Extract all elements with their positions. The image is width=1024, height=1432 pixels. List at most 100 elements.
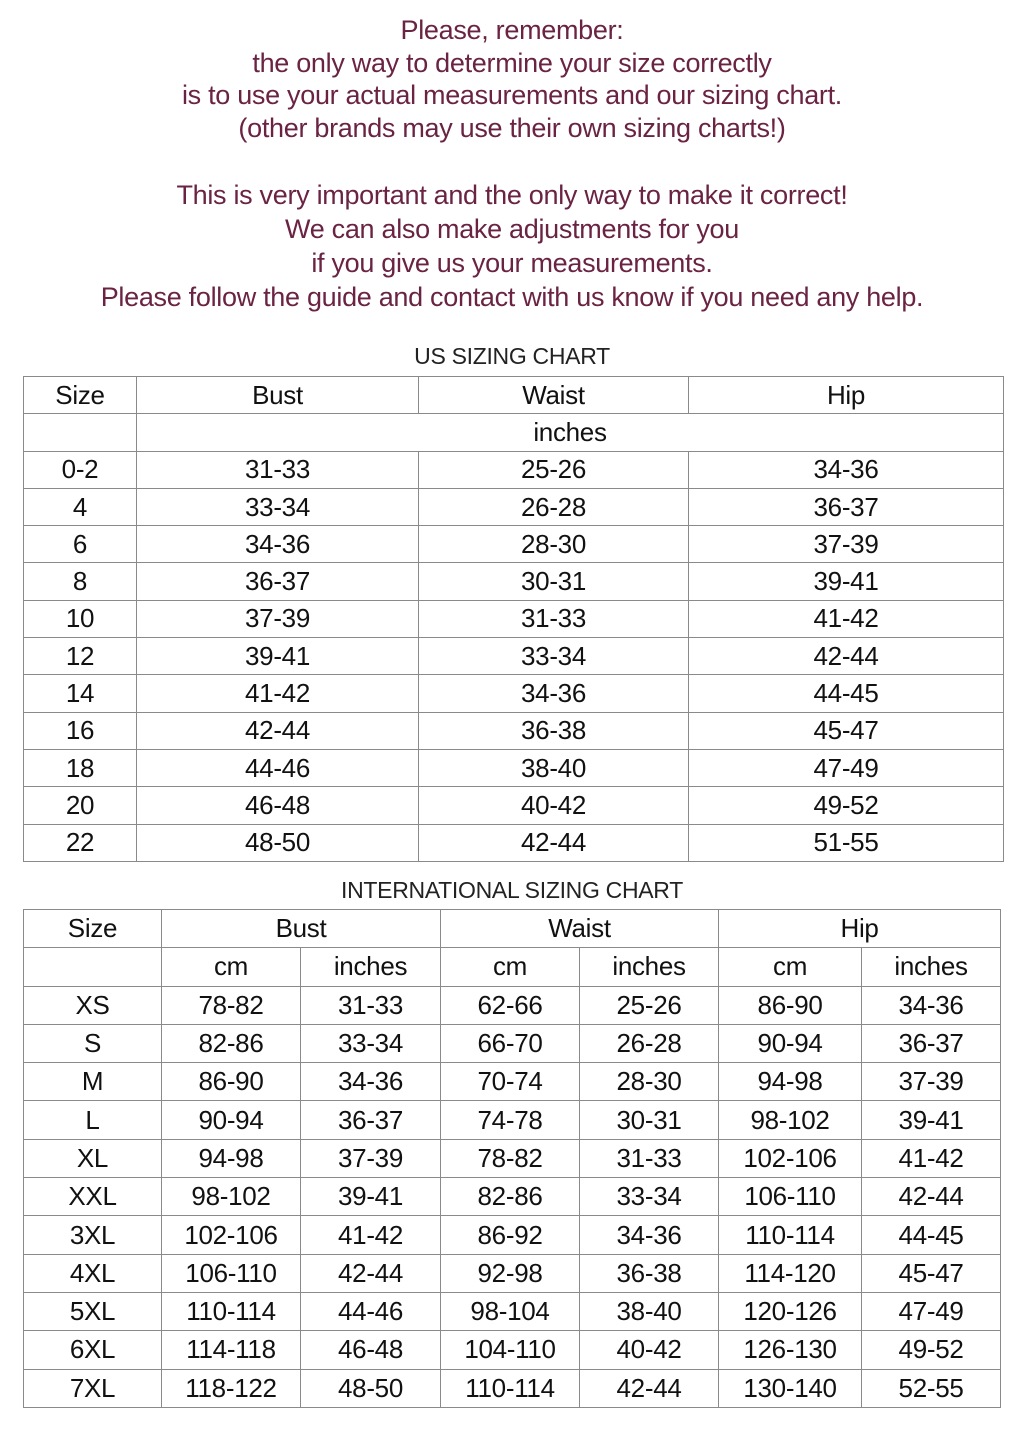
table-row: XS 78-82 31-33 62-66 25-26 86-90 34-36 bbox=[23, 985, 1002, 1025]
table-row: 20 46-48 40-42 49-52 bbox=[23, 786, 1004, 825]
measurement-cell: 92-98 bbox=[440, 1253, 581, 1293]
measurement-cell: 47-49 bbox=[861, 1291, 1002, 1332]
size-cell: 14 bbox=[23, 674, 137, 713]
measurement-cell: 98-102 bbox=[718, 1100, 863, 1140]
size-cell: 16 bbox=[23, 711, 137, 750]
measurement-cell: 41-42 bbox=[136, 674, 419, 713]
intro-text: Please, remember: the only way to determ… bbox=[0, 14, 1024, 314]
measurement-cell: 33-34 bbox=[579, 1177, 720, 1217]
measurement-cell: 102-106 bbox=[161, 1215, 301, 1255]
measurement-cell: 62-66 bbox=[440, 985, 581, 1025]
measurement-cell: 106-110 bbox=[718, 1177, 863, 1217]
table-row: S 82-86 33-34 66-70 26-28 90-94 36-37 bbox=[23, 1023, 1002, 1064]
measurement-cell: 98-102 bbox=[161, 1177, 301, 1217]
measurement-cell: 34-36 bbox=[299, 1062, 442, 1102]
table-row: 12 39-41 33-34 42-44 bbox=[23, 637, 1004, 676]
measurement-cell: 34-36 bbox=[136, 525, 419, 564]
measurement-cell: 40-42 bbox=[418, 786, 689, 825]
table-row: 0-2 31-33 25-26 34-36 bbox=[23, 450, 1004, 489]
size-cell: 0-2 bbox=[23, 450, 137, 489]
measurement-cell: 98-104 bbox=[440, 1291, 581, 1332]
measurement-cell: 41-42 bbox=[861, 1138, 1002, 1179]
intro-line: if you give us your measurements. bbox=[311, 248, 713, 278]
unit-label: inches bbox=[299, 947, 442, 987]
measurement-cell: 39-41 bbox=[861, 1100, 1002, 1140]
measurement-cell: 45-47 bbox=[861, 1253, 1002, 1293]
size-cell: XXL bbox=[23, 1177, 162, 1217]
empty-cell bbox=[23, 947, 162, 987]
table-row: 5XL 110-114 44-46 98-104 38-40 120-126 47-49 bbox=[23, 1291, 1002, 1332]
intro-line: is to use your actual measurements and o… bbox=[181, 80, 843, 110]
size-cell: 5XL bbox=[23, 1291, 162, 1332]
measurement-cell: 40-42 bbox=[579, 1330, 720, 1370]
table-row: 10 37-39 31-33 41-42 bbox=[23, 599, 1004, 639]
measurement-cell: 118-122 bbox=[161, 1368, 301, 1408]
measurement-cell: 31-33 bbox=[299, 985, 442, 1025]
measurement-cell: 94-98 bbox=[718, 1062, 863, 1102]
measurement-cell: 86-92 bbox=[440, 1215, 581, 1255]
measurement-cell: 114-118 bbox=[161, 1330, 301, 1370]
measurement-cell: 48-50 bbox=[299, 1368, 442, 1408]
size-cell: 18 bbox=[23, 748, 137, 788]
size-cell: 6 bbox=[23, 525, 137, 564]
measurement-cell: 34-36 bbox=[861, 985, 1002, 1025]
size-cell: 7XL bbox=[23, 1368, 162, 1408]
paragraph-gap bbox=[0, 144, 1024, 178]
intro-line: Please, remember: bbox=[400, 15, 624, 45]
measurement-cell: 42-44 bbox=[299, 1253, 442, 1293]
table-row: 4XL 106-110 42-44 92-98 36-38 114-120 45-47 bbox=[23, 1253, 1002, 1293]
measurement-cell: 44-45 bbox=[861, 1215, 1002, 1255]
measurement-cell: 82-86 bbox=[440, 1177, 581, 1217]
measurement-cell: 46-48 bbox=[299, 1330, 442, 1370]
size-cell: 10 bbox=[23, 599, 137, 639]
measurement-cell: 90-94 bbox=[718, 1023, 863, 1064]
measurement-cell: 37-39 bbox=[299, 1138, 442, 1179]
unit-label: inches bbox=[136, 413, 1004, 452]
measurement-cell: 30-31 bbox=[418, 562, 689, 601]
measurement-cell: 49-52 bbox=[861, 1330, 1002, 1370]
intro-line: We can also make adjustments for you bbox=[285, 214, 739, 244]
measurement-cell: 46-48 bbox=[136, 786, 419, 825]
column-header: Waist bbox=[418, 375, 689, 415]
measurement-cell: 36-37 bbox=[136, 562, 419, 601]
size-cell: L bbox=[23, 1100, 162, 1140]
unit-label: inches bbox=[861, 947, 1002, 987]
table-row: XXL 98-102 39-41 82-86 33-34 106-110 42-44 bbox=[23, 1177, 1002, 1217]
measurement-cell: 86-90 bbox=[718, 985, 863, 1025]
measurement-cell: 74-78 bbox=[440, 1100, 581, 1140]
measurement-cell: 52-55 bbox=[861, 1368, 1002, 1408]
measurement-cell: 41-42 bbox=[688, 599, 1004, 639]
size-cell: 12 bbox=[23, 637, 137, 676]
measurement-cell: 39-41 bbox=[299, 1177, 442, 1217]
unit-label: inches bbox=[579, 947, 720, 987]
measurement-cell: 110-114 bbox=[718, 1215, 863, 1255]
measurement-cell: 70-74 bbox=[440, 1062, 581, 1102]
measurement-cell: 94-98 bbox=[161, 1138, 301, 1179]
measurement-cell: 110-114 bbox=[161, 1291, 301, 1332]
size-cell: 4XL bbox=[23, 1253, 162, 1293]
unit-row: cm inches cm inches cm inches bbox=[23, 947, 1002, 987]
measurement-cell: 47-49 bbox=[688, 748, 1004, 788]
measurement-cell: 86-90 bbox=[161, 1062, 301, 1102]
measurement-cell: 39-41 bbox=[688, 562, 1004, 601]
measurement-cell: 37-39 bbox=[136, 599, 419, 639]
measurement-cell: 78-82 bbox=[440, 1138, 581, 1179]
measurement-cell: 42-44 bbox=[136, 711, 419, 750]
measurement-cell: 31-33 bbox=[579, 1138, 720, 1179]
size-cell: XS bbox=[23, 985, 162, 1025]
size-cell: 3XL bbox=[23, 1215, 162, 1255]
size-cell: M bbox=[23, 1062, 162, 1102]
column-header: Waist bbox=[440, 908, 720, 949]
us-sizing-table: Size Bust Waist Hip inches 0-2 31-33 25-26 34-36… bbox=[23, 375, 1004, 862]
unit-label: cm bbox=[161, 947, 301, 987]
measurement-cell: 114-120 bbox=[718, 1253, 863, 1293]
measurement-cell: 106-110 bbox=[161, 1253, 301, 1293]
column-header: Hip bbox=[688, 375, 1004, 415]
table-row: 7XL 118-122 48-50 110-114 42-44 130-140 52-55 bbox=[23, 1368, 1002, 1408]
unit-row: inches bbox=[23, 413, 1004, 452]
intro-line: the only way to determine your size corr… bbox=[252, 47, 772, 78]
header-row: Size Bust Waist Hip bbox=[23, 375, 1004, 415]
column-header: Size bbox=[23, 908, 162, 949]
measurement-cell: 36-37 bbox=[861, 1023, 1002, 1064]
measurement-cell: 33-34 bbox=[299, 1023, 442, 1064]
